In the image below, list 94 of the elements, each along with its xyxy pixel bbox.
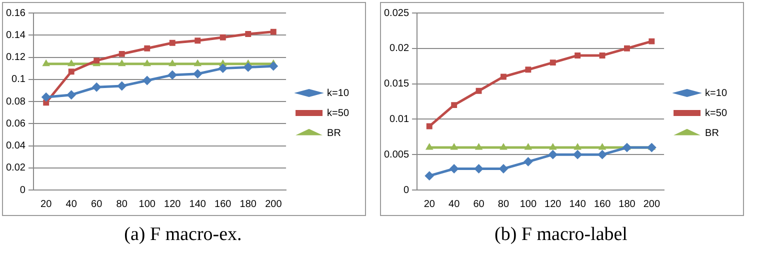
point [92,82,102,92]
point [450,144,458,150]
y-tick-label: 0.01 [390,114,410,125]
x-tick-label: 120 [164,198,182,210]
text: (a) F macro-ex. [123,224,243,246]
point [599,52,606,58]
point [194,60,202,66]
y-tick-label: 0.025 [384,8,410,19]
x-tick-label: 160 [594,198,612,210]
legend-label: k=10 [705,88,728,99]
y-tick-label: 0.02 [390,43,410,54]
point [524,157,533,166]
y-tick-label: 0.1 [12,74,26,86]
x-tick-label: 200 [265,198,282,210]
point [193,69,202,78]
point [66,90,76,100]
x-tick-label: 100 [520,198,537,210]
point [574,144,582,150]
y-tick-label: 0.06 [6,118,26,130]
y-tick-label: 0.16 [6,8,26,19]
x-tick-label: 140 [569,198,586,210]
legend-label: BR [705,128,719,139]
x-tick-label: 20 [424,198,436,210]
point [169,40,176,46]
point [648,38,655,44]
point [94,58,100,64]
point [475,144,482,150]
point [268,62,278,71]
x-tick-label: 140 [189,198,206,210]
legend-label: BR [327,128,341,139]
y-tick-label: 0.12 [6,52,26,63]
point [500,74,506,80]
y-tick-label: 0.005 [384,149,410,160]
x-tick-label: 20 [40,198,52,210]
point [245,31,252,37]
point [426,144,433,150]
point [424,171,434,180]
point [117,82,126,91]
point [42,60,50,66]
legend-label: k=50 [327,108,350,119]
y-tick-label: 0.02 [6,162,26,174]
x-tick-label: 120 [544,198,562,210]
x-tick-label: 60 [473,198,485,210]
point [624,45,630,52]
point [451,102,458,108]
point [270,28,276,35]
point [598,144,606,150]
point [426,123,432,130]
point [598,150,607,160]
x-tick-label: 180 [618,198,636,210]
point [476,88,482,94]
point [118,60,126,66]
point [194,38,201,44]
point [168,70,177,80]
point [474,164,484,174]
point [573,150,582,160]
x-tick-label: 40 [66,198,78,210]
x-tick-label: 160 [214,198,232,210]
point [647,143,656,152]
x-tick-label: 40 [448,198,460,210]
y-tick-label: 0.08 [6,96,26,108]
point [622,143,632,152]
x-tick-label: 80 [498,198,510,210]
point [168,60,176,66]
point [68,60,75,66]
x-tick-label: 100 [138,198,156,210]
point [42,92,51,102]
point [118,50,125,57]
x-tick-label: 80 [116,198,128,210]
point [550,60,556,66]
y-tick-label: 0.04 [6,140,26,152]
point [144,60,151,66]
point [500,144,508,150]
x-tick-label: 180 [240,198,257,210]
text: (b) F macro-label [494,224,628,246]
point [524,144,532,150]
point [548,150,558,160]
point [218,64,228,73]
y-tick-label: 0 [20,184,26,196]
point [220,34,226,40]
point [68,68,74,75]
legend-label: k=50 [705,108,728,119]
point [244,62,253,72]
point [142,76,152,85]
y-tick-label: 0.14 [6,30,26,41]
point [574,52,581,58]
y-tick-label: 0 [403,184,410,196]
legend-label: k=10 [327,88,350,99]
point [144,45,150,52]
point [549,144,556,150]
x-tick-label: 60 [91,198,103,210]
x-tick-label: 200 [643,198,660,210]
point [525,66,532,73]
y-tick-label: 0.015 [384,78,410,90]
